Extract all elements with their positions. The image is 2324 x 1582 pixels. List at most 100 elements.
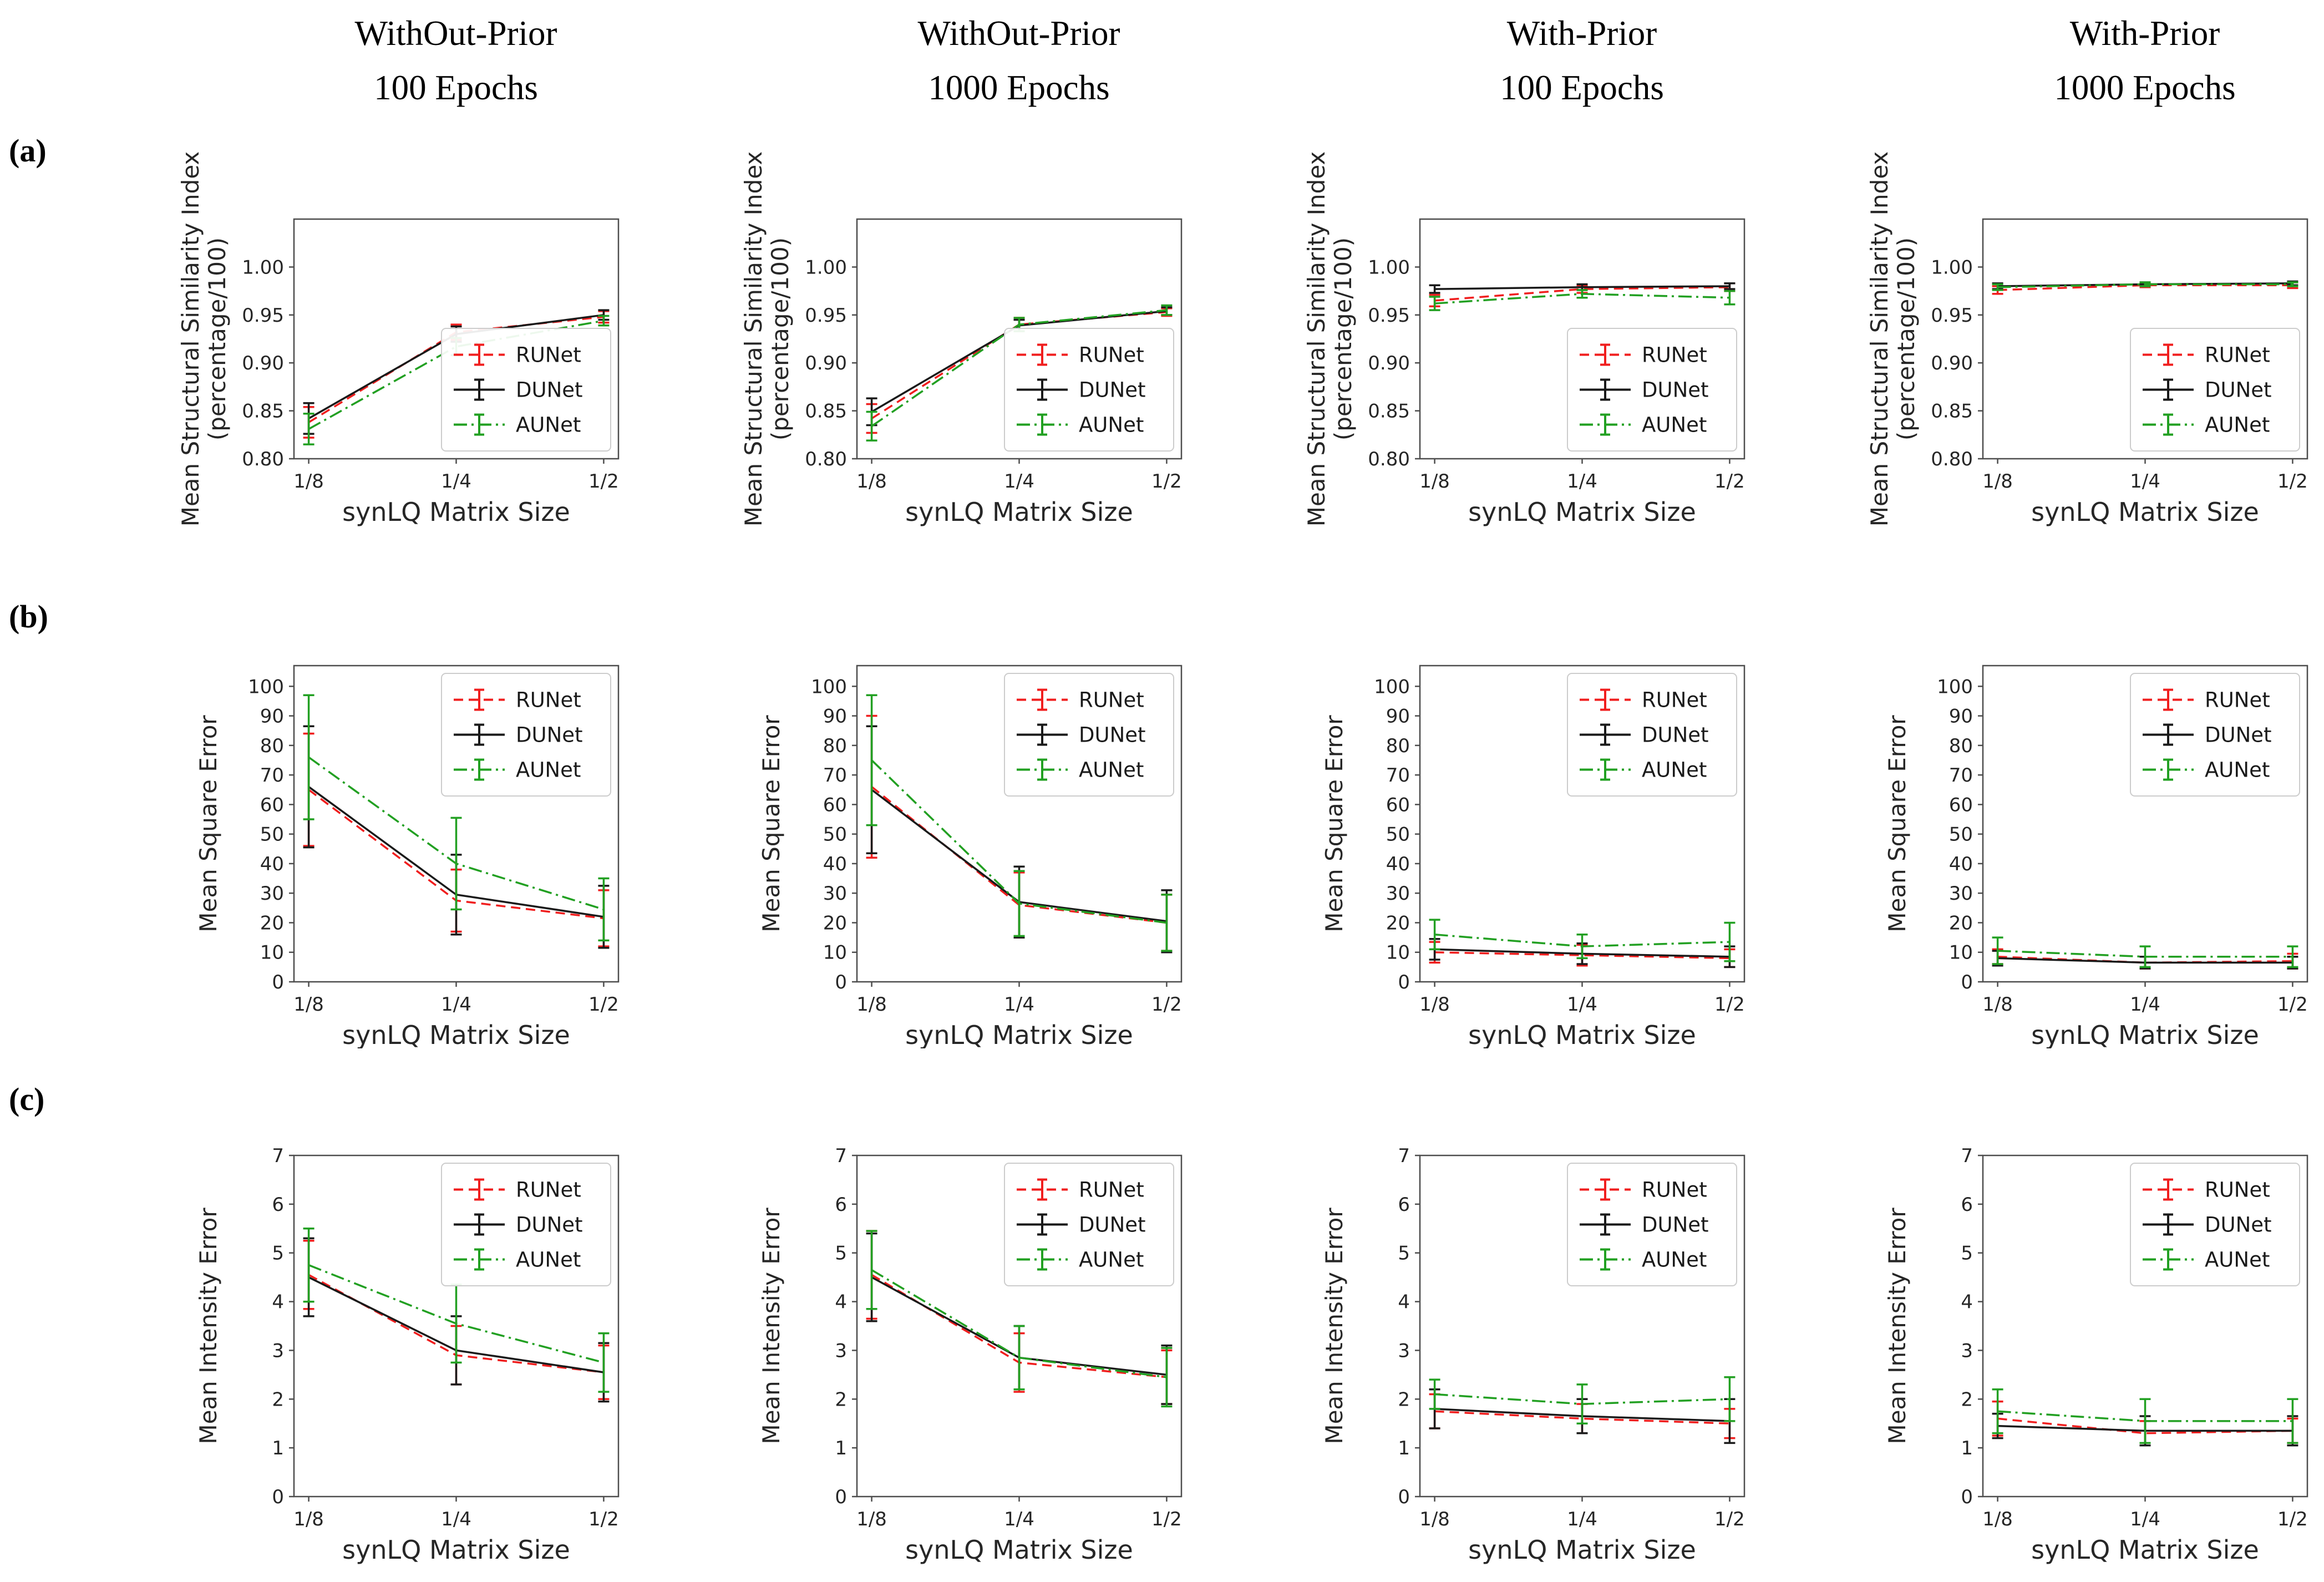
legend: RUNet DUNet AUNet xyxy=(2130,328,2300,452)
y-tick-label: 100 xyxy=(248,676,284,698)
y-tick-label: 0.90 xyxy=(805,352,847,374)
y-tick-label: 60 xyxy=(1386,794,1410,816)
x-tick-label: 1/8 xyxy=(856,993,887,1016)
legend: RUNet DUNet AUNet xyxy=(1567,1163,1737,1286)
series-line-AUNet xyxy=(1997,950,2293,958)
chart-cell-b3: 0 10 20 30 40 50 60 70 80 90 100 1/8 1/4 1/2 synLQ Mat… xyxy=(1198,555,1761,1050)
y-axis-label: Mean Intensity Error xyxy=(1884,1208,1911,1444)
error-bar xyxy=(1037,1213,1047,1236)
legend-label-AUNet: AUNet xyxy=(516,1248,581,1272)
legend-box xyxy=(441,1163,611,1286)
y-axis-label: (percentage/100) xyxy=(1330,237,1357,440)
y-tick-label: 1 xyxy=(1398,1437,1410,1459)
y-tick-label: 6 xyxy=(1398,1194,1410,1216)
series-AUNet xyxy=(866,1230,1173,1408)
y-tick-label: 50 xyxy=(260,824,284,846)
row-label-c: (c) xyxy=(9,1081,45,1117)
subplot-c3: 0 1 2 3 4 5 6 7 1/8 1/4 1/2 synLQ Matrix Size Mean I… xyxy=(1321,1145,1745,1565)
x-tick-label: 1/8 xyxy=(1982,1508,2013,1530)
error-bar xyxy=(474,378,484,401)
legend-box xyxy=(1004,673,1174,797)
legend-box xyxy=(1567,1163,1737,1286)
x-tick-label: 1/4 xyxy=(1567,1508,1597,1530)
series-line-RUNet xyxy=(1434,951,1730,960)
x-tick-label: 1/8 xyxy=(293,993,324,1016)
legend: RUNet DUNet AUNet xyxy=(1567,673,1737,797)
error-bar xyxy=(1037,1178,1047,1201)
series-line-AUNet xyxy=(1434,1393,1730,1405)
chart-cell-c2: 0 1 2 3 4 5 6 7 1/8 1/4 1/2 synLQ Matrix Size Mean I… xyxy=(635,1048,1198,1580)
error-bar xyxy=(1724,282,1736,290)
subplot-a4: 0.80 0.85 0.90 0.95 1.00 1/8 1/4 1/2 synLQ Matri… xyxy=(1866,151,2308,527)
y-axis-label: Mean Structural Similarity Index xyxy=(177,151,204,527)
y-tick-label: 1 xyxy=(1961,1437,1973,1459)
error-bar xyxy=(2163,1248,2173,1271)
legend-label-RUNet: RUNet xyxy=(1079,688,1144,712)
y-tick-label: 3 xyxy=(272,1340,284,1362)
chart-cell-b4: 0 10 20 30 40 50 60 70 80 90 100 1/8 1/4 1/2 synLQ Mat… xyxy=(1761,555,2324,1050)
y-tick-label: 10 xyxy=(260,942,284,964)
y-axis-label: Mean Intensity Error xyxy=(758,1208,785,1444)
error-bar xyxy=(598,1332,610,1393)
y-tick-label: 30 xyxy=(260,883,284,905)
legend: RUNet DUNet AUNet xyxy=(1004,673,1174,797)
error-bar xyxy=(1429,296,1440,311)
legend-label-DUNet: DUNet xyxy=(1079,1213,1146,1237)
y-tick-label: 80 xyxy=(260,735,284,757)
series-line-DUNet xyxy=(1434,285,1730,290)
y-axis-label: Mean Intensity Error xyxy=(195,1208,222,1444)
error-bar xyxy=(598,877,610,942)
y-tick-label: 100 xyxy=(1937,676,1973,698)
error-bar xyxy=(598,315,610,327)
x-axis-label: synLQ Matrix Size xyxy=(2031,497,2259,527)
y-tick-label: 50 xyxy=(823,824,847,846)
subplot-a2: 0.80 0.85 0.90 0.95 1.00 1/8 1/4 1/2 synLQ Matri… xyxy=(740,151,1183,527)
legend-label-DUNet: DUNet xyxy=(516,378,583,402)
y-axis-label: Mean Intensity Error xyxy=(1321,1208,1348,1444)
x-tick-label: 1/4 xyxy=(441,1508,471,1530)
legend-label-RUNet: RUNet xyxy=(1642,1178,1707,1202)
y-tick-label: 50 xyxy=(1386,824,1410,846)
error-bar xyxy=(1037,723,1047,746)
error-bar xyxy=(2163,413,2173,436)
error-bar xyxy=(1600,413,1610,436)
legend-label-DUNet: DUNet xyxy=(1642,723,1709,747)
y-tick-label: 0.90 xyxy=(1931,352,1973,374)
error-bar xyxy=(2163,758,2173,781)
error-bar xyxy=(474,688,484,711)
legend: RUNet DUNet AUNet xyxy=(2130,673,2300,797)
x-tick-label: 1/4 xyxy=(1004,470,1034,493)
subplot-a3: 0.80 0.85 0.90 0.95 1.00 1/8 1/4 1/2 synLQ Matri… xyxy=(1303,151,1745,527)
x-tick-label: 1/4 xyxy=(2130,1508,2160,1530)
legend-label-DUNet: DUNet xyxy=(2205,723,2272,747)
y-tick-label: 7 xyxy=(1398,1145,1410,1167)
series-AUNet xyxy=(303,694,610,942)
error-bar xyxy=(1037,378,1047,401)
column-title-4: With-Prior 1000 Epochs xyxy=(1931,7,2324,115)
y-axis-label: Mean Square Error xyxy=(195,715,222,932)
error-bar xyxy=(1992,1388,2003,1434)
x-axis-label: synLQ Matrix Size xyxy=(2031,1535,2259,1565)
y-tick-label: 70 xyxy=(260,764,284,787)
legend: RUNet DUNet AUNet xyxy=(441,673,611,797)
x-tick-label: 1/2 xyxy=(1714,993,1745,1016)
error-bar xyxy=(1161,304,1173,316)
chart-cell-a2: 0.80 0.85 0.90 0.95 1.00 1/8 1/4 1/2 synLQ Matri… xyxy=(635,128,1198,555)
chart-cell-a3: 0.80 0.85 0.90 0.95 1.00 1/8 1/4 1/2 synLQ Matri… xyxy=(1198,128,1761,555)
x-tick-label: 1/4 xyxy=(1004,993,1034,1016)
x-axis-label: synLQ Matrix Size xyxy=(1468,497,1696,527)
x-tick-label: 1/2 xyxy=(2277,1508,2308,1530)
error-bar xyxy=(2163,688,2173,711)
y-tick-label: 0.85 xyxy=(805,400,847,423)
legend-box xyxy=(1567,328,1737,452)
y-tick-label: 0.85 xyxy=(1931,400,1973,423)
error-bar xyxy=(1429,919,1440,951)
legend-box xyxy=(1004,1163,1174,1286)
y-tick-label: 0 xyxy=(1961,971,1973,993)
legend-label-AUNet: AUNet xyxy=(1079,413,1144,437)
y-tick-label: 2 xyxy=(1398,1388,1410,1411)
error-bar xyxy=(1429,284,1440,294)
x-tick-label: 1/2 xyxy=(588,1508,619,1530)
y-axis-label: Mean Structural Similarity Index xyxy=(740,151,767,527)
error-bar xyxy=(1600,1248,1610,1271)
